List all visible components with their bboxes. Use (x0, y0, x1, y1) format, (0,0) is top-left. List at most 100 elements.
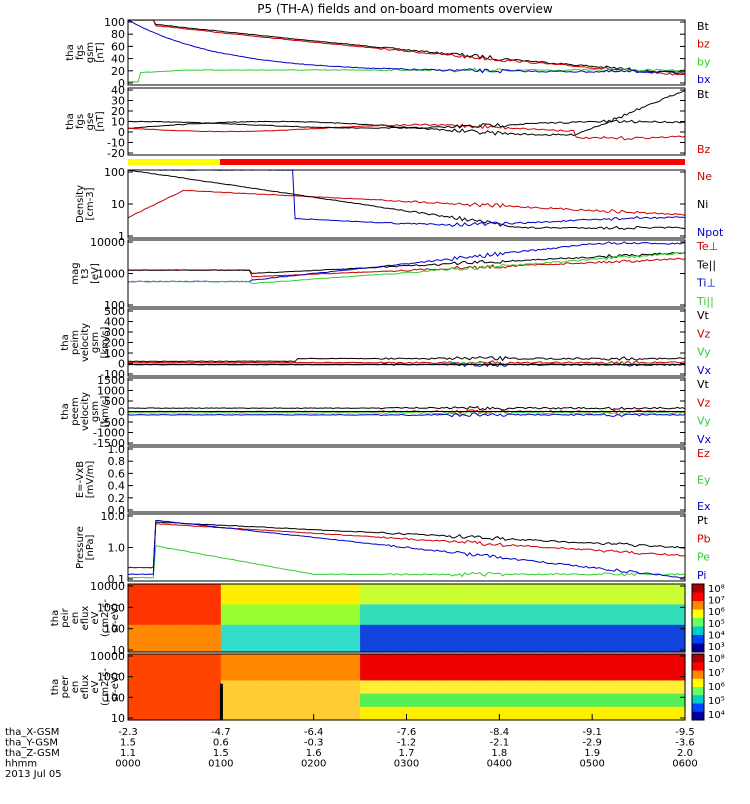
spectrogram-cell (302, 618, 315, 626)
spectrogram-cell (557, 604, 570, 612)
spectrogram-cell (499, 654, 512, 662)
panel-frame (127, 583, 686, 653)
spectrogram-cell (603, 638, 616, 646)
spectrogram-cell (151, 654, 164, 662)
spectrogram-cell (151, 584, 164, 592)
spectrogram-cell (244, 624, 257, 633)
spectrogram-cell (371, 680, 384, 688)
spectrogram-cell (197, 700, 210, 708)
spectrogram-cell (580, 631, 593, 639)
spectrogram-cell (592, 700, 605, 708)
series-2-line (127, 119, 686, 129)
spectrogram-cell (348, 654, 361, 662)
spectrogram-cell (661, 611, 674, 619)
spectrogram-cell (638, 667, 651, 675)
spectrogram-cell (673, 673, 686, 681)
spectrogram-cell (534, 611, 547, 619)
spectrogram-cell (522, 638, 535, 646)
spectrogram-cell (244, 584, 257, 592)
spectrogram-cell (302, 584, 315, 592)
spectrogram-cell (139, 645, 152, 653)
spectrogram-cell (673, 638, 686, 646)
spectrogram-cell (278, 673, 292, 681)
spectrogram-cell (371, 604, 384, 612)
spectrogram-cell (186, 645, 199, 653)
spectrogram-cell (568, 660, 582, 668)
spectrogram-cell (267, 624, 280, 633)
spectrogram-cell (394, 584, 408, 592)
spectrogram-cell (534, 624, 547, 633)
legend-Ti||: Ti|| (696, 295, 714, 308)
y-tick-label: 100 (104, 16, 125, 29)
spectrogram-cell (441, 584, 454, 592)
spectrogram-cell (278, 584, 292, 592)
spectrogram-cell (476, 693, 489, 701)
spectrogram-cell (371, 693, 384, 701)
spectrogram-cell (232, 706, 245, 714)
spectrogram-cell (255, 631, 268, 639)
spectrogram-cell (232, 673, 245, 681)
x-tick-value: -6.4 (304, 727, 324, 738)
spectrogram-cell (487, 631, 500, 639)
spectrogram-cell (441, 654, 454, 662)
spectrogram-cell (162, 624, 176, 633)
spectrogram-cell (615, 584, 628, 592)
spectrogram-cell (592, 597, 605, 605)
spectrogram-cell (626, 611, 640, 619)
legend-Pe: Pe (697, 551, 710, 564)
spectrogram-cell (522, 700, 535, 708)
legend-Ez: Ez (697, 447, 710, 460)
spectrogram-cell (162, 597, 176, 605)
spectrogram-cell (441, 713, 454, 721)
spectrogram-cell (638, 638, 651, 646)
spectrogram-cell (499, 693, 512, 701)
spectrogram-cell (429, 706, 442, 714)
spectrogram-cell (615, 700, 628, 708)
spectrogram-cell (151, 604, 164, 612)
spectrogram-cell (360, 638, 373, 646)
y-axis-label-line: t3 (80, 268, 91, 278)
spectrogram-cell (522, 597, 535, 605)
spectrogram-cell (278, 706, 292, 714)
spectrogram-cell (661, 638, 674, 646)
spectrogram-cell (499, 713, 512, 721)
x-row-label: tha_X-GSM (5, 727, 59, 738)
y-tick-label: 40 (111, 53, 125, 66)
y-axis-label-line: [eV] (90, 263, 101, 284)
spectrogram-cell (232, 687, 245, 695)
spectrogram-cell (673, 597, 686, 605)
spectrogram-cell (487, 680, 500, 688)
spectrogram-cell (394, 590, 408, 599)
spectrogram-cell (360, 654, 373, 662)
spectrogram-cell (394, 693, 408, 701)
spectrogram-cell (336, 638, 350, 646)
spectrogram-cell (418, 654, 431, 662)
spectrogram-cell (406, 673, 419, 681)
spectrogram-cell (394, 624, 408, 633)
spectrogram-cell (661, 631, 674, 639)
spectrogram-cell (139, 706, 152, 714)
y-axis-label-line: (cm2-s- (100, 668, 111, 706)
spectrogram-cell (673, 654, 686, 662)
y-tick-label: 1000 (97, 385, 125, 398)
spectrogram-cell (383, 713, 396, 721)
y-axis-label: tha peem velocity gsm [km/s] (60, 392, 111, 431)
legend-Vy: Vy (697, 346, 711, 359)
spectrogram-cell (336, 631, 350, 639)
spectrogram-cell (464, 680, 477, 688)
spectrogram-cell (464, 660, 477, 668)
spectrogram-cell (487, 611, 500, 619)
spectrogram-cell (534, 590, 547, 599)
spectrogram-cell (278, 680, 292, 688)
spectrogram-cell (452, 618, 466, 626)
spectrogram-cell (626, 618, 640, 626)
spectrogram-cell (267, 667, 280, 675)
spectrogram-cell (348, 667, 361, 675)
spectrogram-cell (557, 631, 570, 639)
colorbar-segment (692, 711, 704, 721)
spectrogram-cell (464, 645, 477, 653)
x-tick-value: -3.6 (675, 738, 695, 749)
spectrogram-cell (128, 706, 141, 714)
spectrogram-cell (545, 713, 558, 721)
